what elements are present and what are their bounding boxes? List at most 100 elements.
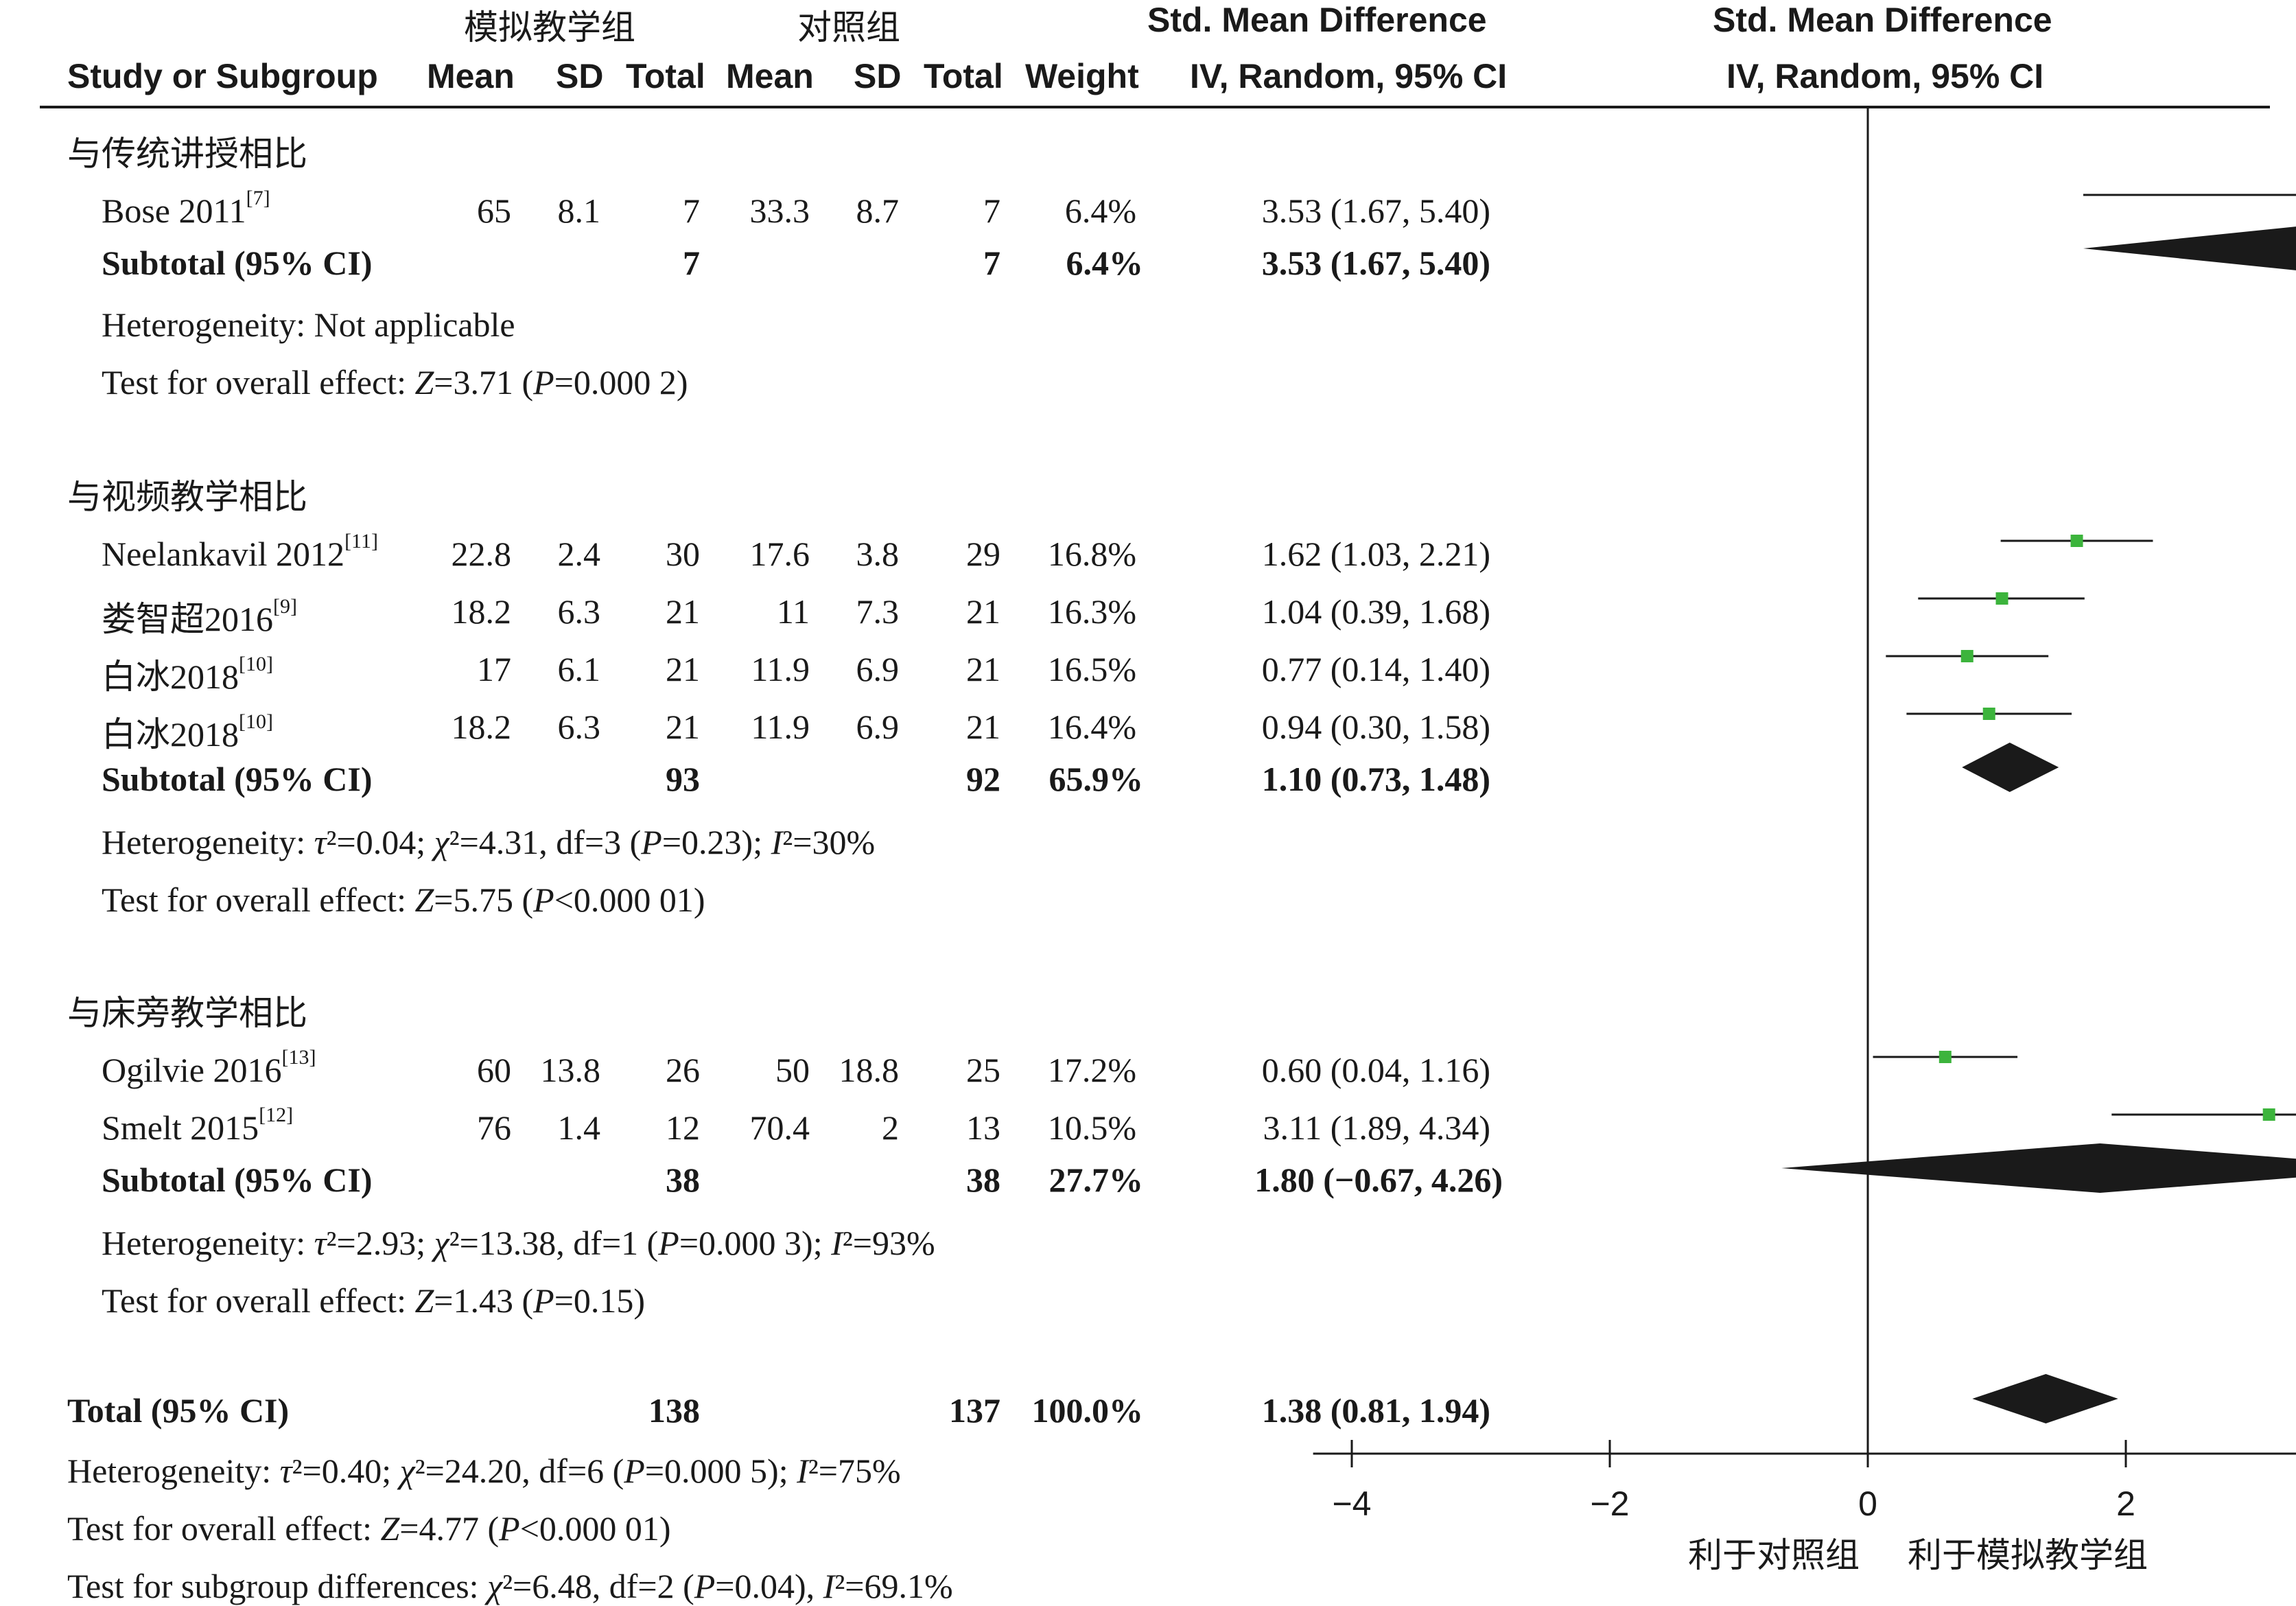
exp-total: 30 <box>666 535 700 573</box>
ctl-mean: 70.4 <box>749 1108 810 1147</box>
ctl-mean: 11.9 <box>751 708 810 746</box>
control-group-header: 对照组 <box>797 8 900 47</box>
experimental-group-header: 模拟教学组 <box>464 8 635 47</box>
effect-ci: 1.62 (1.03, 2.21) <box>1261 535 1490 573</box>
ctl-total: 7 <box>983 191 1000 230</box>
group-title: 与传统讲授相比 <box>67 134 307 174</box>
weight: 16.3% <box>1047 592 1136 631</box>
subtotal-weight: 65.9% <box>1049 760 1144 798</box>
subtotal-ctl-total: 38 <box>966 1161 1000 1199</box>
smd-table-title: Std. Mean Difference <box>1147 1 1487 39</box>
heterogeneity-text: Heterogeneity: Not applicable <box>102 305 515 344</box>
study-name: 白冰2018[10] <box>102 710 273 754</box>
subtotal-ci: 3.53 (1.67, 5.40) <box>1261 244 1490 282</box>
exp-sd: 6.3 <box>557 592 601 631</box>
header-rule <box>40 106 2270 108</box>
study-effect-marker <box>1995 592 2008 605</box>
ctl-sd: 8.7 <box>856 191 900 230</box>
ctl-sd: 3.8 <box>856 535 900 573</box>
ctl-total: 21 <box>966 650 1000 688</box>
study-name: 白冰2018[10] <box>102 653 273 697</box>
subtotal-exp-total: 38 <box>666 1161 700 1199</box>
smd-plot-title: Std. Mean Difference <box>1713 1 2052 39</box>
study-name: Neelankavil 2012[11] <box>102 530 378 574</box>
col-ctl-sd: SD <box>854 57 902 95</box>
exp-sd: 13.8 <box>540 1051 601 1089</box>
overall-effect-text: Test for overall effect: Z=5.75 (P<0.000… <box>102 881 705 919</box>
ctl-sd: 6.9 <box>856 650 900 688</box>
total-overall-effect-text: Test for overall effect: Z=4.77 (P<0.000… <box>67 1509 671 1548</box>
group-title: 与视频教学相比 <box>67 477 307 517</box>
exp-total: 21 <box>666 592 700 631</box>
weight: 10.5% <box>1047 1108 1136 1147</box>
total-ci: 1.38 (0.81, 1.94) <box>1261 1391 1490 1430</box>
ctl-total: 13 <box>966 1108 1000 1147</box>
study-effect-marker <box>1960 650 1973 662</box>
study-effect-marker <box>1938 1051 1952 1063</box>
exp-sd: 1.4 <box>557 1108 601 1147</box>
study-name: Bose 2011[7] <box>102 187 270 231</box>
ctl-total: 29 <box>966 535 1000 573</box>
col-iv-table: IV, Random, 95% CI <box>1190 57 1508 95</box>
subtotal-label: Subtotal (95% CI) <box>102 760 373 798</box>
exp-mean: 18.2 <box>451 708 512 746</box>
x-axis-tick-label: 0 <box>1858 1485 1877 1523</box>
heterogeneity-text: Heterogeneity: τ²=2.93; χ²=13.38, df=1 (… <box>102 1224 935 1262</box>
ctl-mean: 11 <box>776 592 810 631</box>
favours-control-label: 利于对照组 <box>1688 1535 1860 1575</box>
exp-sd: 6.3 <box>557 708 601 746</box>
effect-ci: 0.60 (0.04, 1.16) <box>1261 1051 1490 1089</box>
x-axis-tick-label: −4 <box>1332 1485 1371 1523</box>
col-study: Study or Subgroup <box>67 57 378 95</box>
study-name: Smelt 2015[12] <box>102 1104 294 1148</box>
ctl-total: 25 <box>966 1051 1000 1089</box>
exp-total: 26 <box>666 1051 700 1089</box>
exp-mean: 17 <box>477 650 511 688</box>
ctl-mean: 11.9 <box>751 650 810 688</box>
weight: 16.5% <box>1047 650 1136 688</box>
heterogeneity-text: Heterogeneity: τ²=0.04; χ²=4.31, df=3 (P… <box>102 823 876 861</box>
subtotal-weight: 6.4% <box>1066 244 1144 282</box>
subtotal-exp-total: 7 <box>683 244 700 282</box>
total-weight: 100.0% <box>1031 1391 1144 1430</box>
ctl-mean: 17.6 <box>749 535 810 573</box>
col-exp-sd: SD <box>556 57 604 95</box>
x-axis-tick-label: 2 <box>2116 1485 2135 1523</box>
favours-simulation-label: 利于模拟教学组 <box>1908 1535 2148 1575</box>
ctl-sd: 7.3 <box>856 592 900 631</box>
exp-sd: 6.1 <box>557 650 601 688</box>
weight: 16.4% <box>1047 708 1136 746</box>
effect-ci: 0.94 (0.30, 1.58) <box>1261 708 1490 746</box>
study-name: 娄智超2016[9] <box>102 595 297 639</box>
total-exp-total: 138 <box>648 1391 700 1430</box>
exp-total: 12 <box>666 1108 700 1147</box>
subtotal-label: Subtotal (95% CI) <box>102 244 373 282</box>
pooled-effect-diamond <box>2083 226 2296 270</box>
weight: 16.8% <box>1047 535 1136 573</box>
col-ctl-total: Total <box>924 57 1003 95</box>
exp-mean: 22.8 <box>451 535 512 573</box>
effect-ci: 3.53 (1.67, 5.40) <box>1261 191 1490 230</box>
exp-sd: 8.1 <box>557 191 601 230</box>
ctl-mean: 50 <box>775 1051 810 1089</box>
exp-sd: 2.4 <box>557 535 601 573</box>
ctl-total: 21 <box>966 708 1000 746</box>
effect-ci: 3.11 (1.89, 4.34) <box>1263 1108 1490 1147</box>
weight: 17.2% <box>1047 1051 1136 1089</box>
effect-ci: 1.04 (0.39, 1.68) <box>1261 592 1490 631</box>
study-name: Ogilvie 2016[13] <box>102 1046 316 1090</box>
ctl-sd: 2 <box>882 1108 899 1147</box>
subgroup-differences-text: Test for subgroup differences: χ²=6.48, … <box>67 1567 953 1605</box>
subtotal-ci: 1.80 (−0.67, 4.26) <box>1254 1161 1503 1199</box>
ctl-mean: 33.3 <box>749 191 810 230</box>
col-exp-total: Total <box>626 57 705 95</box>
col-ctl-mean: Mean <box>726 57 814 95</box>
exp-mean: 18.2 <box>451 592 512 631</box>
x-axis-tick-label: −2 <box>1590 1485 1629 1523</box>
exp-mean: 65 <box>477 191 511 230</box>
subtotal-ctl-total: 92 <box>966 760 1000 798</box>
subtotal-ci: 1.10 (0.73, 1.48) <box>1261 760 1490 798</box>
subtotal-weight: 27.7% <box>1049 1161 1144 1199</box>
weight: 6.4% <box>1064 191 1136 230</box>
